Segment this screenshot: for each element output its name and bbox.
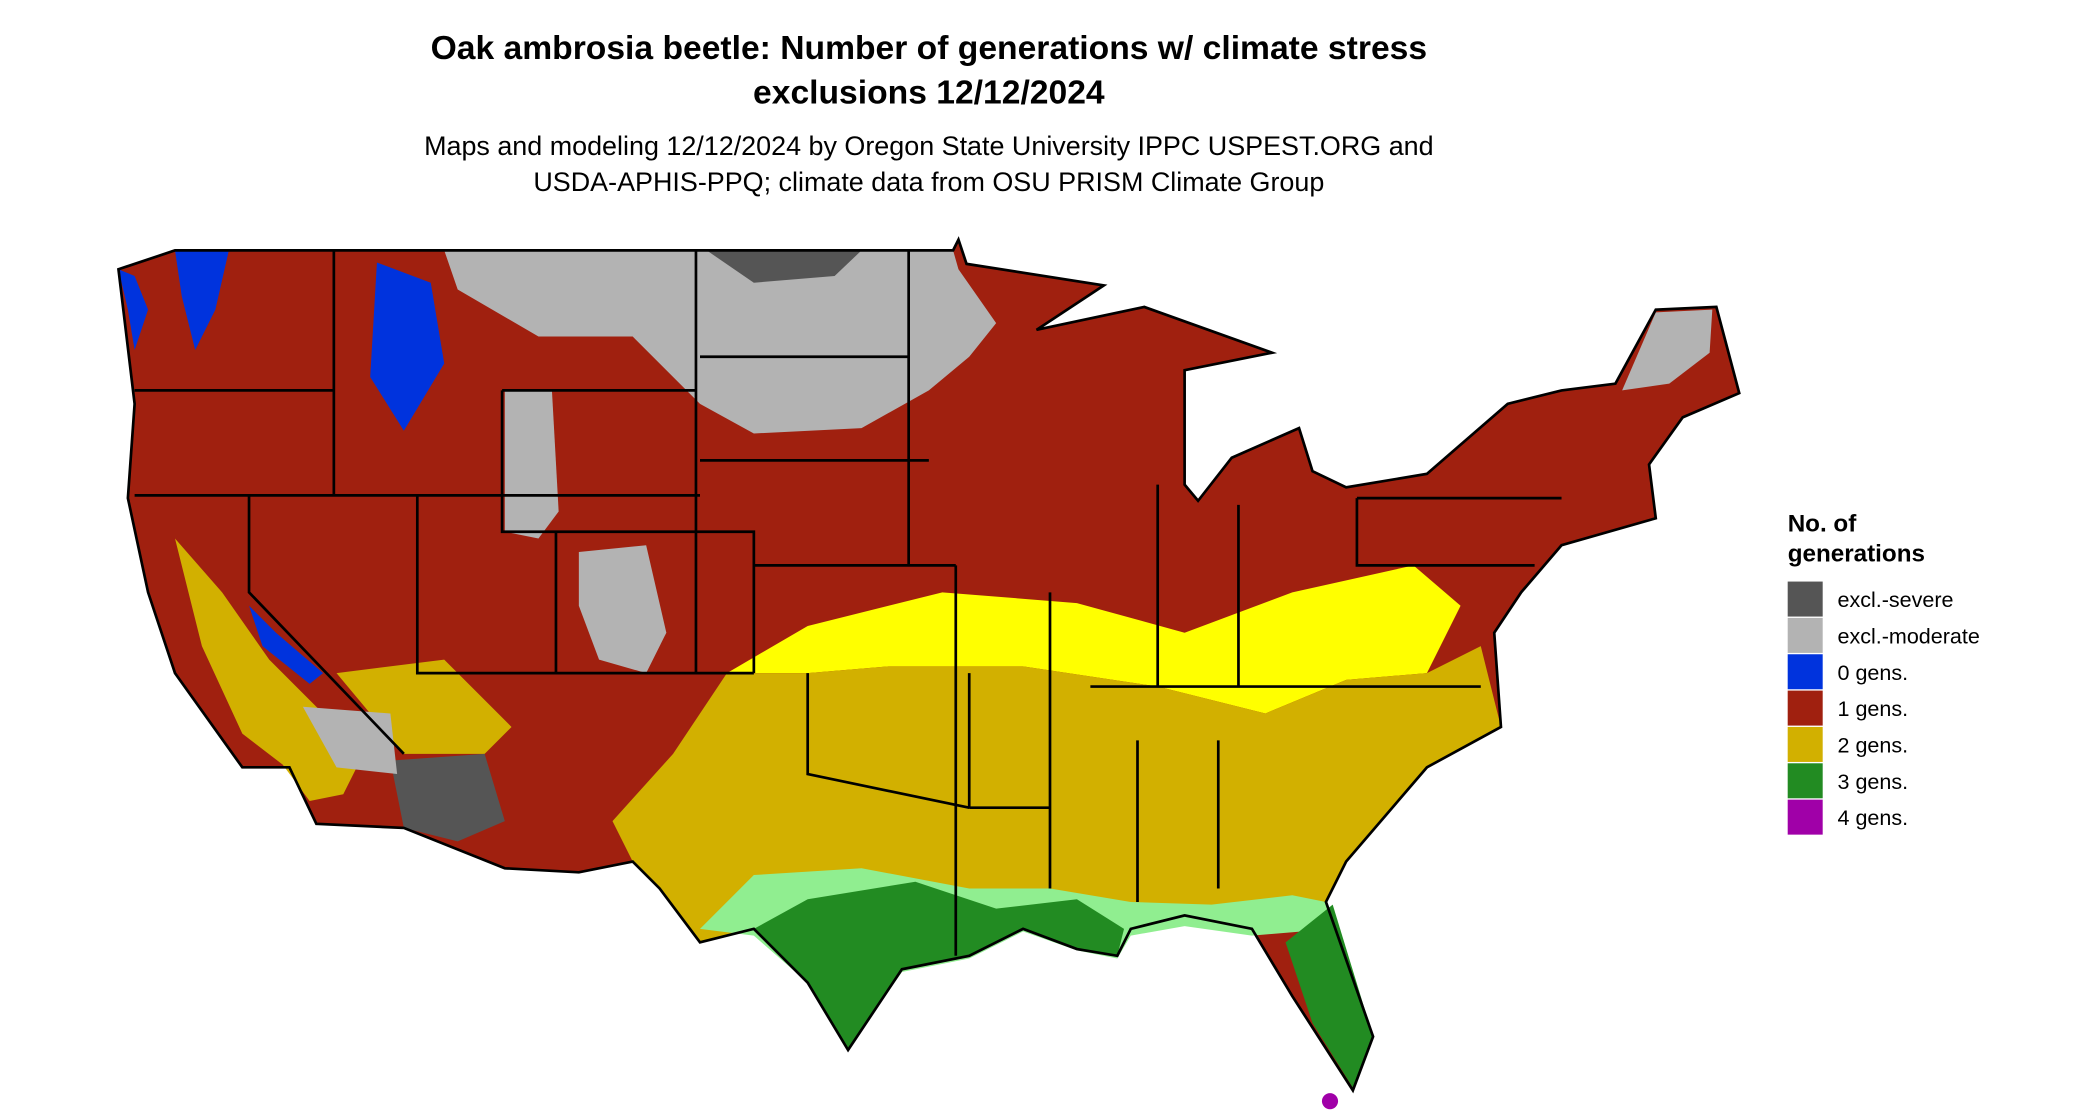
subtitle: USDA-APHIS-PPQ; climate data from OSU PR… (533, 167, 1324, 197)
region (390, 753, 505, 842)
region (175, 250, 229, 351)
legend-label: 2 gens. (1838, 734, 1909, 758)
region (726, 565, 1461, 714)
subtitle: Maps and modeling 12/12/2024 by Oregon S… (424, 131, 1434, 161)
state-border (116, 236, 1741, 1094)
region (175, 538, 364, 801)
region (612, 646, 1501, 1051)
region (1622, 309, 1713, 391)
region (370, 262, 445, 431)
legend-label: 1 gens. (1838, 697, 1909, 721)
region (336, 659, 512, 754)
region (706, 250, 862, 283)
legend-swatch (1787, 617, 1823, 653)
region (444, 250, 997, 434)
legend-label: 4 gens. (1838, 806, 1909, 830)
region (118, 269, 149, 351)
us-map (116, 236, 1741, 1110)
title: exclusions 12/12/2024 (753, 75, 1105, 112)
region (1285, 904, 1374, 1088)
state-border (134, 250, 1562, 956)
title: Oak ambrosia beetle: Number of generatio… (431, 30, 1427, 67)
legend-label: 3 gens. (1838, 770, 1909, 794)
legend-title: generations (1788, 540, 1925, 567)
region (753, 881, 1125, 1051)
region (1321, 1093, 1339, 1110)
region (504, 390, 559, 539)
legend-swatch (1787, 581, 1823, 617)
legend-label: 0 gens. (1838, 661, 1909, 685)
legend-label: excl.-moderate (1838, 624, 1980, 648)
legend: No. of generations excl.-severe excl.-mod… (1787, 511, 1980, 835)
legend-swatch (1787, 799, 1823, 835)
region (578, 545, 667, 674)
legend-swatch (1787, 690, 1823, 726)
legend-label: excl.-severe (1838, 588, 1954, 612)
legend-swatch (1787, 726, 1823, 762)
legend-title: No. of (1788, 511, 1858, 538)
region (249, 605, 324, 684)
legend-swatch (1787, 654, 1823, 690)
legend-swatch (1787, 763, 1823, 799)
